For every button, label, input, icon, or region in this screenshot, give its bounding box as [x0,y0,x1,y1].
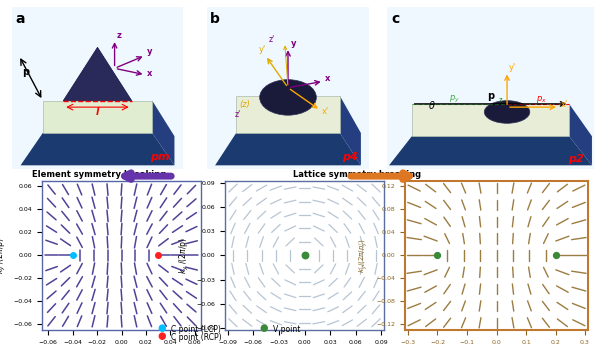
Text: y: y [291,39,297,48]
Text: a: a [16,12,25,26]
Text: l: l [96,107,99,117]
Point [68,252,77,258]
Text: $\theta$: $\theta$ [428,99,436,111]
Text: Element symmetry breaking: Element symmetry breaking [32,170,166,179]
Ellipse shape [260,79,316,115]
Y-axis label: $k_y$ /(2$\pi$/p): $k_y$ /(2$\pi$/p) [178,237,191,274]
Text: pm: pm [149,152,169,162]
Text: y: y [147,47,152,56]
Polygon shape [20,133,175,165]
Text: V point: V point [273,325,301,334]
Y-axis label: $k_y$ /(2$\pi$/p): $k_y$ /(2$\pi$/p) [0,237,8,274]
Ellipse shape [484,101,530,123]
Polygon shape [236,96,340,133]
Point [551,252,560,258]
Text: ●: ● [260,323,268,333]
Text: (z): (z) [239,100,250,109]
Polygon shape [64,47,132,101]
Y-axis label: $k_{y}'$/(2$\pi$/$p_{y}'$): $k_{y}'$/(2$\pi$/$p_{y}'$) [358,238,371,273]
Text: $p_y$: $p_y$ [449,94,460,105]
Text: x: x [147,69,152,78]
Polygon shape [43,101,152,133]
Text: x': x' [561,100,568,109]
Text: x': x' [322,107,329,116]
Text: ●: ● [158,323,166,333]
Text: p2: p2 [568,154,584,164]
Text: C point (RCP): C point (RCP) [171,333,221,342]
Text: y': y' [259,45,266,54]
Text: z: z [499,97,502,103]
Polygon shape [412,104,569,136]
Text: p4: p4 [342,152,358,162]
Text: x: x [325,74,331,83]
Text: ●: ● [158,331,166,341]
Text: p: p [22,67,29,77]
Text: z': z' [269,35,275,44]
Polygon shape [152,101,175,165]
Text: z': z' [235,110,241,119]
Polygon shape [340,96,361,165]
Polygon shape [569,104,592,165]
Point [433,252,442,258]
Text: $p_x$: $p_x$ [536,94,547,105]
Text: z: z [116,31,121,40]
Point [300,252,310,258]
Text: Lattice symmetry breaking: Lattice symmetry breaking [293,170,421,179]
Point [154,252,163,258]
Text: y': y' [509,63,517,72]
Text: p: p [487,91,494,101]
Polygon shape [215,133,361,165]
Text: c: c [391,12,400,26]
Text: C point (LCP): C point (LCP) [171,325,221,334]
Text: b: b [210,12,220,26]
Polygon shape [389,136,592,165]
